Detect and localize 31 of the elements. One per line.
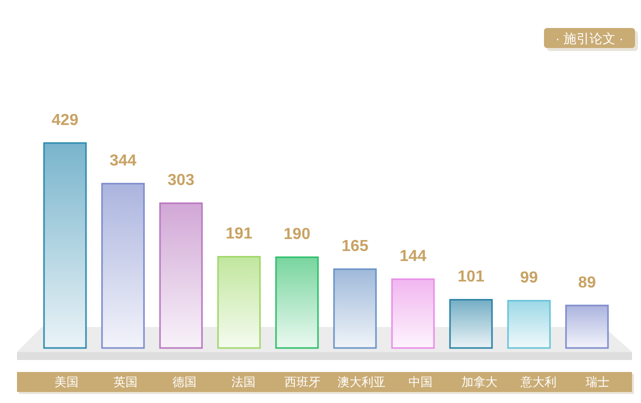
x-tick-label: 英国	[114, 375, 138, 389]
bar	[333, 268, 377, 349]
x-tick-label: 西班牙	[284, 375, 320, 389]
bar	[507, 300, 551, 349]
x-tick-label: 澳大利亚	[338, 375, 386, 389]
x-tick-label: 加拿大	[462, 375, 498, 389]
x-tick-label: 法国	[232, 375, 256, 389]
bar	[275, 256, 319, 349]
bar	[565, 304, 609, 349]
x-tick-label: 意大利	[520, 375, 556, 389]
bar	[217, 256, 261, 349]
data-label: 190	[284, 226, 310, 244]
data-label: 344	[110, 152, 136, 170]
data-label: 429	[52, 112, 78, 129]
data-label: 303	[168, 172, 194, 190]
chart-title: · 施引论文 ·	[556, 31, 624, 46]
bar	[391, 278, 435, 349]
bar	[43, 142, 87, 349]
data-label: 89	[578, 274, 596, 292]
x-tick-label: 德国	[172, 375, 196, 389]
x-tick-label: 瑞士	[586, 375, 610, 389]
x-tick-label: 美国	[54, 375, 78, 389]
bar	[101, 182, 145, 349]
bar	[449, 298, 493, 349]
data-label: 165	[342, 238, 368, 256]
bar	[159, 202, 203, 349]
data-label: 144	[400, 248, 426, 266]
data-label: 99	[520, 270, 538, 287]
data-label: 191	[226, 226, 252, 243]
x-tick-label: 中国	[408, 375, 432, 389]
data-label: 101	[458, 268, 484, 286]
